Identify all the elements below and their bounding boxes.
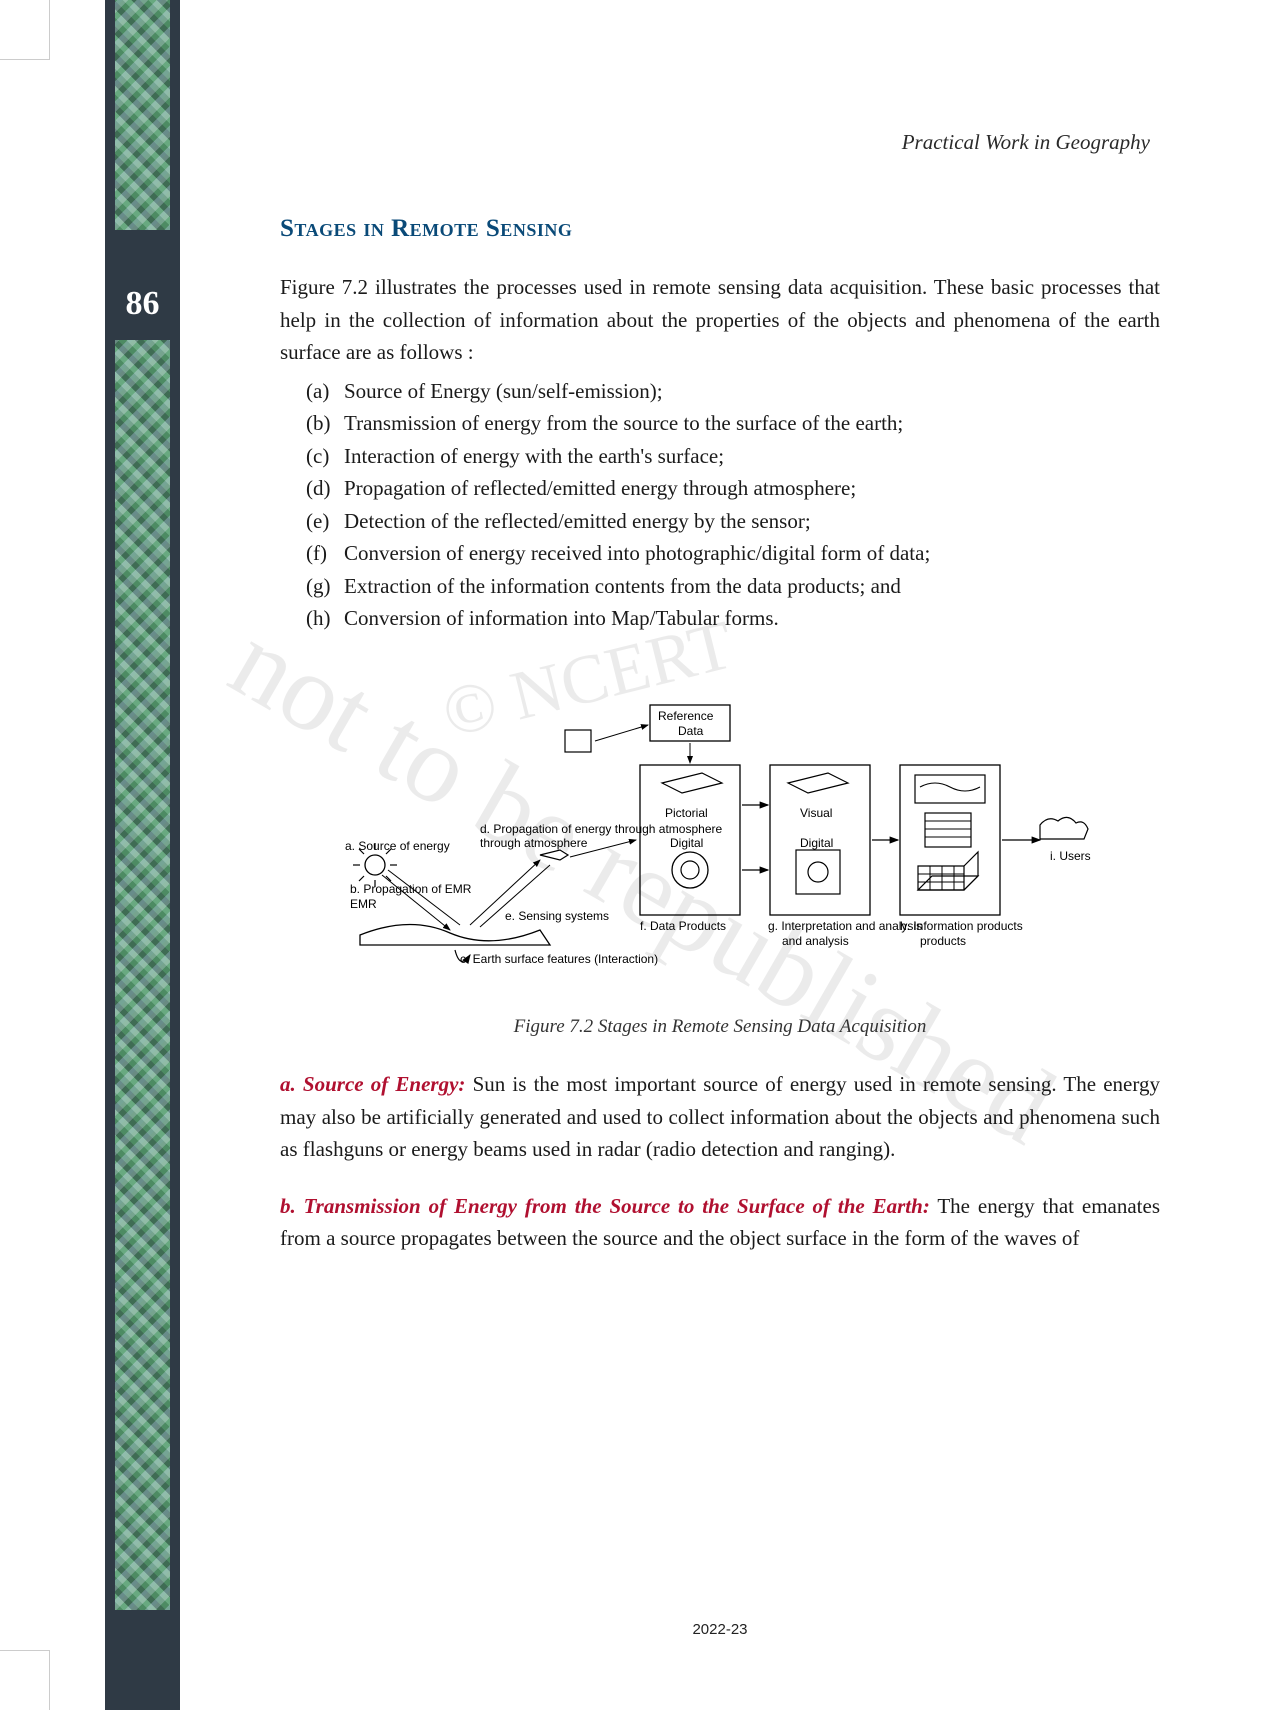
section-title: Stages in Remote Sensing: [280, 215, 1160, 243]
main-content: Practical Work in Geography Stages in Re…: [280, 0, 1160, 1279]
stage-marker: (c): [306, 440, 344, 473]
svg-text:through atmosphere: through atmosphere: [480, 836, 588, 850]
stage-text: Interaction of energy with the earth's s…: [344, 440, 1160, 473]
fig-label-i: i. Users: [1050, 849, 1091, 863]
page-corner-bottom: [0, 1650, 50, 1710]
stage-item: (b)Transmission of energy from the sourc…: [280, 407, 1160, 440]
fig-label-f: f. Data Products: [640, 919, 726, 933]
stage-item: (f)Conversion of energy received into ph…: [280, 537, 1160, 570]
footer-year: 2022-23: [280, 1621, 1160, 1638]
figure-7-2: a. Source of energy b. Propagation of EM…: [280, 675, 1160, 1038]
subsection-b: b. Transmission of Energy from the Sourc…: [280, 1190, 1160, 1255]
stage-item: (d)Propagation of reflected/emitted ener…: [280, 472, 1160, 505]
stage-text: Transmission of energy from the source t…: [344, 407, 1160, 440]
fig-label-c: c. Earth surface features (Interaction): [460, 952, 658, 966]
stage-item: (g)Extraction of the information content…: [280, 570, 1160, 603]
subsection-a-head: a. Source of Energy:: [280, 1072, 465, 1096]
fig-label-pictorial: Pictorial: [665, 806, 708, 820]
fig-label-g: g. Interpretation and analysis: [768, 919, 922, 933]
fig-label-ref: Reference: [658, 709, 714, 723]
stage-marker: (a): [306, 375, 344, 408]
page-corner-top: [0, 0, 50, 60]
stage-marker: (d): [306, 472, 344, 505]
fig-label-digital2: Digital: [800, 836, 833, 850]
stage-item: (a)Source of Energy (sun/self-emission);: [280, 375, 1160, 408]
fig-label-h: h. Information products: [900, 919, 1023, 933]
svg-text:Data: Data: [678, 724, 704, 738]
stage-item: (e)Detection of the reflected/emitted en…: [280, 505, 1160, 538]
stage-text: Propagation of reflected/emitted energy …: [344, 472, 1160, 505]
svg-text:and analysis: and analysis: [782, 934, 849, 948]
stage-marker: (h): [306, 602, 344, 635]
fig-label-visual: Visual: [800, 806, 832, 820]
running-head: Practical Work in Geography: [280, 130, 1160, 155]
stage-marker: (g): [306, 570, 344, 603]
intro-paragraph: Figure 7.2 illustrates the processes use…: [280, 271, 1160, 369]
stage-item: (h)Conversion of information into Map/Ta…: [280, 602, 1160, 635]
fig-label-b: b. Propagation of EMR: [350, 882, 472, 896]
svg-text:products: products: [920, 934, 966, 948]
stage-text: Extraction of the information contents f…: [344, 570, 1160, 603]
svg-text:EMR: EMR: [350, 897, 377, 911]
fig-label-digital: Digital: [670, 836, 703, 850]
stage-text: Detection of the reflected/emitted energ…: [344, 505, 1160, 538]
stage-marker: (f): [306, 537, 344, 570]
figure-caption: Figure 7.2 Stages in Remote Sensing Data…: [280, 1016, 1160, 1038]
stage-text: Conversion of energy received into photo…: [344, 537, 1160, 570]
stage-text: Source of Energy (sun/self-emission);: [344, 375, 1160, 408]
subsection-b-head: b. Transmission of Energy from the Sourc…: [280, 1194, 930, 1218]
page-number: 86: [105, 285, 180, 323]
sidebar-texture-bottom: [115, 340, 170, 1610]
stage-marker: (b): [306, 407, 344, 440]
fig-label-e: e. Sensing systems: [505, 909, 609, 923]
fig-label-a: a. Source of energy: [345, 839, 450, 853]
subsection-a: a. Source of Energy: Sun is the most imp…: [280, 1068, 1160, 1166]
stage-item: (c)Interaction of energy with the earth'…: [280, 440, 1160, 473]
figure-diagram: a. Source of energy b. Propagation of EM…: [340, 675, 1100, 1005]
stage-list: (a)Source of Energy (sun/self-emission);…: [280, 375, 1160, 635]
stage-text: Conversion of information into Map/Tabul…: [344, 602, 1160, 635]
stage-marker: (e): [306, 505, 344, 538]
fig-label-d: d. Propagation of energy through atmosph…: [480, 822, 722, 836]
sidebar-texture-top: [115, 0, 170, 230]
left-sidebar: [105, 0, 180, 1710]
